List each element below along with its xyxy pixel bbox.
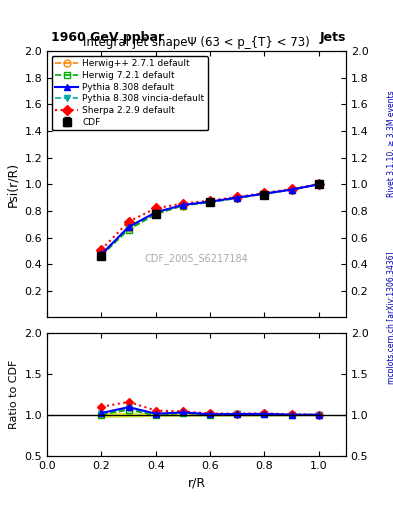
- Sherpa 2.2.9 default: [289, 186, 294, 192]
- Herwig++ 2.7.1 default: [235, 195, 240, 201]
- Text: Jets: Jets: [320, 31, 346, 44]
- Herwig++ 2.7.1 default: [262, 190, 267, 197]
- Pythia 8.308 default: [316, 181, 321, 187]
- Text: CDF_2005_S6217184: CDF_2005_S6217184: [145, 253, 248, 264]
- Herwig++ 2.7.1 default: [289, 186, 294, 193]
- Sherpa 2.2.9 default: [99, 246, 104, 252]
- Legend: Herwig++ 2.7.1 default, Herwig 7.2.1 default, Pythia 8.308 default, Pythia 8.308: Herwig++ 2.7.1 default, Herwig 7.2.1 def…: [51, 56, 208, 131]
- Sherpa 2.2.9 default: [235, 194, 240, 200]
- Text: mcplots.cern.ch [arXiv:1306.3436]: mcplots.cern.ch [arXiv:1306.3436]: [387, 251, 393, 384]
- Herwig 7.2.1 default: [289, 186, 294, 193]
- Herwig 7.2.1 default: [262, 190, 267, 197]
- Pythia 8.308 default: [153, 209, 158, 216]
- Pythia 8.308 vincia-default: [208, 199, 213, 205]
- Herwig++ 2.7.1 default: [180, 203, 185, 209]
- Sherpa 2.2.9 default: [180, 201, 185, 207]
- X-axis label: r/R: r/R: [187, 476, 206, 489]
- Pythia 8.308 default: [208, 199, 213, 205]
- Pythia 8.308 default: [126, 224, 131, 230]
- Herwig 7.2.1 default: [99, 252, 104, 259]
- Line: Herwig 7.2.1 default: Herwig 7.2.1 default: [98, 181, 322, 259]
- Herwig++ 2.7.1 default: [153, 210, 158, 217]
- Line: Pythia 8.308 vincia-default: Pythia 8.308 vincia-default: [98, 181, 322, 259]
- Pythia 8.308 default: [235, 195, 240, 201]
- Pythia 8.308 vincia-default: [316, 181, 321, 187]
- Pythia 8.308 default: [289, 186, 294, 193]
- Pythia 8.308 vincia-default: [126, 224, 131, 230]
- Sherpa 2.2.9 default: [153, 205, 158, 211]
- Herwig 7.2.1 default: [208, 199, 213, 205]
- Pythia 8.308 vincia-default: [289, 187, 294, 193]
- Herwig++ 2.7.1 default: [208, 199, 213, 205]
- Line: Pythia 8.308 default: Pythia 8.308 default: [98, 181, 322, 258]
- Herwig 7.2.1 default: [180, 203, 185, 209]
- Herwig++ 2.7.1 default: [316, 181, 321, 187]
- Herwig++ 2.7.1 default: [99, 252, 104, 259]
- Pythia 8.308 vincia-default: [99, 252, 104, 258]
- Y-axis label: Ratio to CDF: Ratio to CDF: [9, 359, 19, 429]
- Pythia 8.308 vincia-default: [235, 195, 240, 201]
- Pythia 8.308 vincia-default: [262, 191, 267, 197]
- Sherpa 2.2.9 default: [208, 198, 213, 204]
- Herwig 7.2.1 default: [316, 181, 321, 187]
- Pythia 8.308 default: [99, 251, 104, 257]
- Sherpa 2.2.9 default: [126, 219, 131, 225]
- Line: Sherpa 2.2.9 default: Sherpa 2.2.9 default: [98, 181, 322, 253]
- Text: 1960 GeV ppbar: 1960 GeV ppbar: [51, 31, 164, 44]
- Pythia 8.308 vincia-default: [180, 202, 185, 208]
- Pythia 8.308 default: [262, 190, 267, 197]
- Pythia 8.308 vincia-default: [153, 210, 158, 216]
- Pythia 8.308 default: [180, 202, 185, 208]
- Sherpa 2.2.9 default: [262, 190, 267, 196]
- Title: Integral jet shapeΨ (63 < p_{T} < 73): Integral jet shapeΨ (63 < p_{T} < 73): [83, 36, 310, 49]
- Herwig 7.2.1 default: [235, 195, 240, 201]
- Text: Rivet 3.1.10, ≥ 3.3M events: Rivet 3.1.10, ≥ 3.3M events: [387, 90, 393, 197]
- Y-axis label: Psi(r/R): Psi(r/R): [6, 162, 19, 207]
- Line: Herwig++ 2.7.1 default: Herwig++ 2.7.1 default: [98, 181, 322, 259]
- Sherpa 2.2.9 default: [316, 181, 321, 187]
- Herwig++ 2.7.1 default: [126, 225, 131, 231]
- Herwig 7.2.1 default: [126, 226, 131, 232]
- Herwig 7.2.1 default: [153, 211, 158, 217]
